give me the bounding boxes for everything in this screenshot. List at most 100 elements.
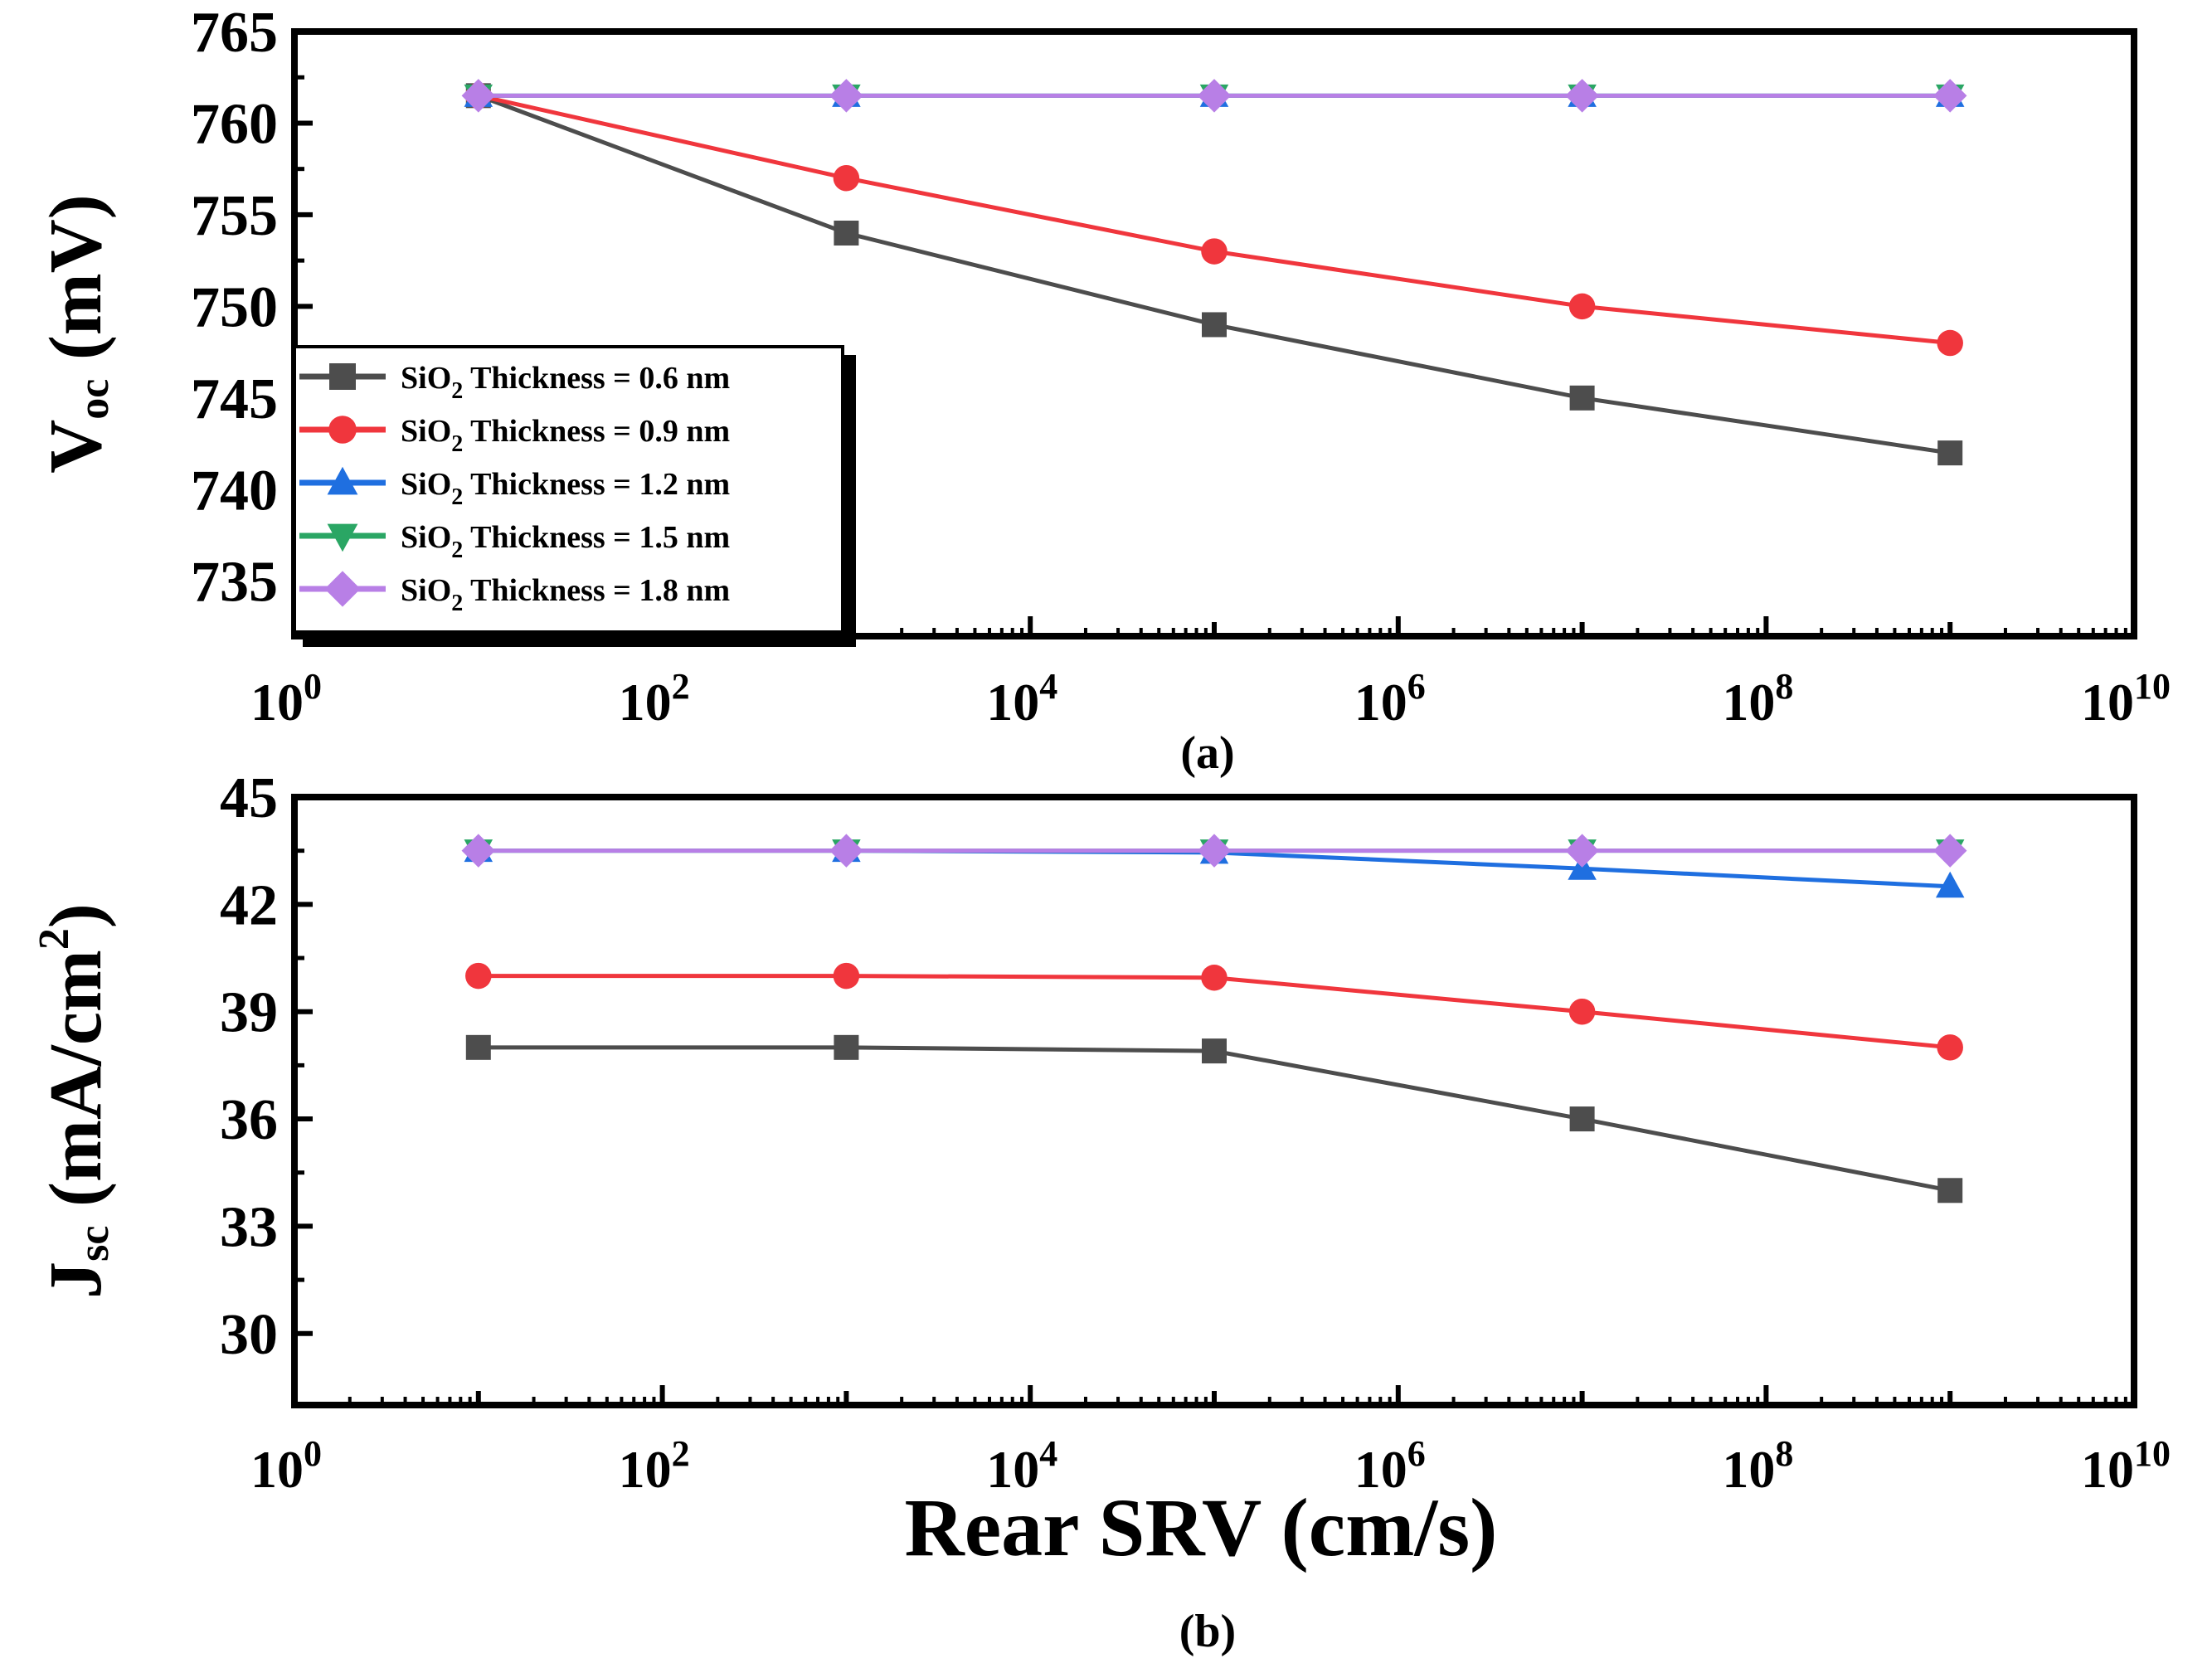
legend-text-sub: 2: [451, 431, 463, 457]
x-tick-base: 10: [250, 673, 304, 732]
legend-text-sub: 2: [451, 537, 463, 563]
x-tick-label: 108: [1722, 666, 1793, 732]
y-label-sub-a: oc: [70, 379, 118, 420]
series-line: [478, 93, 1951, 346]
data-point-square: [834, 221, 859, 246]
axis-ticks-b: [292, 795, 2137, 1405]
x-tick-exponent: 2: [672, 1433, 690, 1474]
x-tick-label: 100: [250, 666, 322, 732]
y-label-end-b: ): [35, 903, 117, 928]
y-tick-label: 735: [191, 551, 278, 615]
legend-entry-label: SiO2 Thickness = 1.2 nm: [401, 467, 730, 510]
data-point-diamond: [829, 79, 863, 113]
y-label-main-b: J: [35, 1262, 117, 1299]
data-point-square: [1569, 385, 1595, 411]
data-point-circle: [1201, 238, 1228, 265]
legend-text-pre: SiO: [401, 414, 451, 449]
data-point-circle: [833, 962, 860, 990]
data-point-diamond: [1565, 79, 1599, 113]
x-tick-exponent: 0: [304, 666, 322, 707]
y-tick-label: 33: [220, 1195, 278, 1259]
data-point-diamond: [1197, 79, 1232, 113]
legend-marker-triangle-up: [327, 466, 358, 495]
series-circle-1: [465, 962, 1963, 1061]
data-point-circle: [1937, 329, 1963, 357]
legend-text-pre: SiO: [401, 573, 451, 608]
data-point-circle: [1937, 1034, 1963, 1061]
y-label-sup-b: 2: [31, 928, 78, 950]
legend-entry-label: SiO2 Thickness = 1.8 nm: [401, 573, 730, 616]
series-group-b: [461, 834, 1967, 1203]
series-square-0: [465, 1034, 1963, 1203]
data-point-diamond: [1932, 834, 1967, 868]
data-point-circle: [1568, 293, 1596, 320]
x-tick-label: 102: [619, 666, 690, 732]
legend-box: [293, 345, 844, 634]
x-tick-exponent: 4: [1039, 666, 1057, 707]
x-tick-label: 1010: [2081, 1433, 2171, 1499]
y-tick-label: 740: [191, 459, 278, 523]
legend-text-sub: 2: [451, 378, 463, 404]
y-label-sub-b: sc: [70, 1226, 118, 1262]
x-tick-exponent: 4: [1039, 1433, 1057, 1474]
y-tick-label: 765: [191, 1, 278, 65]
x-tick-labels-a: 100 102 104 106 108 1010: [250, 666, 2171, 732]
y-axis-label-b: Jsc (mA/cm2): [31, 903, 118, 1299]
data-point-diamond: [1932, 79, 1967, 113]
series-diamond-4: [461, 834, 1967, 868]
legend-entry-label: SiO2 Thickness = 1.5 nm: [401, 520, 730, 563]
x-tick-base: 10: [986, 673, 1039, 732]
y-label-rest-b: (mA/cm: [35, 950, 117, 1225]
legend-marker-square: [329, 363, 356, 390]
x-tick-base: 10: [1354, 1440, 1407, 1499]
x-tick-base: 10: [1722, 1440, 1775, 1499]
legend-text-pre: SiO: [401, 520, 451, 555]
panel-label-a: (a): [1180, 727, 1234, 779]
x-tick-label: 1010: [2081, 666, 2171, 732]
y-tick-label: 30: [220, 1303, 278, 1367]
x-tick-exponent: 6: [1407, 1433, 1426, 1474]
data-point-square: [1569, 1106, 1595, 1132]
data-point-square: [834, 1034, 859, 1060]
x-tick-exponent: 2: [672, 666, 690, 707]
data-point-square: [1202, 1038, 1227, 1064]
y-label-rest-a: (mV): [35, 194, 117, 378]
data-point-circle: [833, 164, 860, 192]
y-tick-label: 36: [220, 1088, 278, 1152]
x-tick-label: 100: [250, 1433, 322, 1499]
x-tick-label: 106: [1354, 1433, 1426, 1499]
panel-label-b: (b): [1179, 1606, 1236, 1657]
x-tick-base: 10: [250, 1440, 304, 1499]
x-tick-base: 10: [2081, 673, 2134, 732]
y-tick-label: 755: [191, 184, 278, 248]
x-tick-base: 10: [619, 1440, 672, 1499]
x-tick-exponent: 10: [2134, 666, 2171, 707]
x-tick-label: 106: [1354, 666, 1426, 732]
x-tick-exponent: 10: [2134, 1433, 2171, 1474]
legend-text-pre: SiO: [401, 467, 451, 502]
legend-text-post: Thickness = 1.8 nm: [463, 573, 730, 608]
data-point-square: [1937, 440, 1963, 466]
plot-frame-b: [291, 794, 2137, 1408]
series-diamond-4: [461, 79, 1967, 113]
x-tick-label: 104: [986, 1433, 1057, 1499]
legend-text-post: Thickness = 1.5 nm: [463, 520, 730, 555]
legend-text-sub: 2: [451, 484, 463, 510]
y-tick-label: 42: [220, 873, 278, 937]
data-point-diamond: [1565, 834, 1599, 868]
data-point-square: [465, 1034, 491, 1060]
y-tick-label: 750: [191, 275, 278, 339]
data-point-circle: [1201, 964, 1228, 991]
x-tick-exponent: 8: [1775, 666, 1793, 707]
data-point-diamond: [1197, 834, 1232, 868]
y-tick-label: 760: [191, 92, 278, 156]
x-tick-exponent: 6: [1407, 666, 1426, 707]
data-point-square: [1202, 312, 1227, 338]
x-tick-base: 10: [2081, 1440, 2134, 1499]
data-point-square: [1937, 1178, 1963, 1203]
legend-text-pre: SiO: [401, 361, 451, 396]
